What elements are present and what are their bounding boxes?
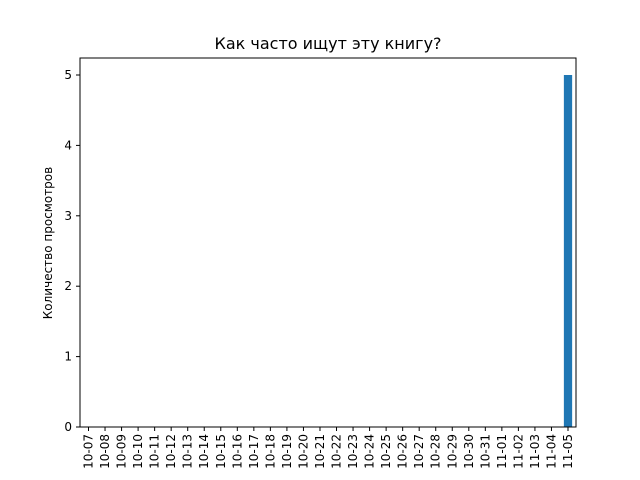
y-tick-label: 4 (64, 138, 72, 152)
x-tick-label: 10-09 (115, 434, 129, 469)
x-tick-label: 11-01 (495, 434, 509, 469)
x-tick-label: 11-05 (561, 434, 575, 469)
y-axis-ticks: 0 1 2 3 4 5 (64, 68, 80, 434)
x-tick-label: 10-18 (263, 434, 277, 469)
x-tick-label: 10-17 (247, 434, 261, 469)
y-tick-label: 5 (64, 68, 72, 82)
plot-frame (79, 57, 577, 428)
x-tick-label: 10-26 (396, 434, 410, 469)
x-tick-label: 11-02 (511, 434, 525, 469)
x-tick-label: 10-15 (214, 434, 228, 469)
y-tick-label: 0 (64, 420, 72, 434)
bars-group (563, 75, 573, 427)
y-tick-label: 1 (64, 350, 72, 364)
x-tick-label: 10-16 (230, 434, 244, 469)
x-tick-label: 10-11 (148, 434, 162, 469)
x-tick-label: 10-28 (429, 434, 443, 469)
x-tick-label: 10-23 (346, 434, 360, 469)
x-tick-label: 10-21 (313, 434, 327, 469)
x-axis-ticks: 10-07 10-08 10-09 10-10 10-11 10-12 10-13 10-14… (82, 427, 575, 469)
x-tick-label: 10-29 (445, 434, 459, 469)
x-tick-label: 10-14 (197, 434, 211, 469)
x-tick-label: 10-31 (478, 434, 492, 469)
x-tick-label: 10-10 (131, 434, 145, 469)
x-tick-label: 10-12 (164, 434, 178, 469)
x-tick-label: 10-22 (330, 434, 344, 469)
x-tick-label: 11-03 (528, 434, 542, 469)
y-axis-label: Количество просмотров (41, 167, 55, 319)
y-tick-label: 2 (64, 279, 72, 293)
x-tick-label: 10-19 (280, 434, 294, 469)
x-tick-label: 10-08 (98, 434, 112, 469)
x-tick-label: 10-25 (379, 434, 393, 469)
y-tick-label: 3 (64, 209, 72, 223)
chart-title: Как часто ищут эту книгу? (214, 34, 441, 53)
x-tick-label: 10-24 (363, 434, 377, 469)
x-tick-label: 10-30 (462, 434, 476, 469)
x-tick-label: 10-27 (412, 434, 426, 469)
x-tick-label: 10-20 (296, 434, 310, 469)
x-tick-label: 11-04 (544, 434, 558, 469)
x-tick-label: 10-13 (181, 434, 195, 469)
bar-11-05 (563, 75, 573, 427)
x-tick-label: 10-07 (82, 434, 96, 469)
